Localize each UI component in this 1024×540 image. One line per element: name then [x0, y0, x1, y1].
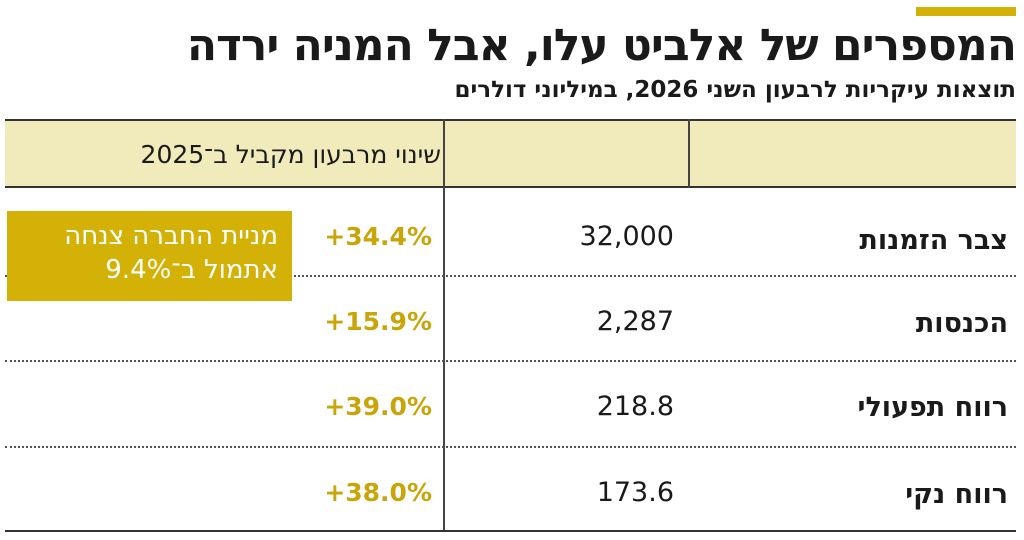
column-divider-right: [688, 119, 690, 188]
row-value: 2,287: [596, 306, 674, 337]
row-separator: [5, 360, 1016, 362]
row-change: +34.4%: [324, 222, 432, 251]
row-separator: [5, 275, 1016, 277]
row-change: +15.9%: [324, 307, 432, 336]
stock-drop-callout: מניית החברה צנחה אתמול ב־9.4%: [7, 211, 292, 301]
row-value: 32,000: [579, 221, 674, 252]
table-row: צבר הזמנות 32,000 +34.4%: [5, 188, 1016, 274]
table-bottom-rule: [5, 530, 1016, 532]
row-value: 218.8: [596, 391, 674, 422]
row-change: +38.0%: [324, 478, 432, 507]
row-separator: [5, 446, 1016, 448]
results-table: שינוי מרבעון מקביל ב־2025 צבר הזמנות 32,…: [5, 119, 1016, 532]
table-row: רווח תפעולי 218.8 +39.0%: [5, 360, 1016, 446]
table-row: הכנסות 2,287 +15.9%: [5, 275, 1016, 361]
table-header-row: שינוי מרבעון מקביל ב־2025: [5, 119, 1016, 188]
callout-line-2: אתמול ב־9.4%: [105, 255, 278, 285]
page-title: המספרים של אלביט עלו, אבל המניה ירדה: [186, 20, 1017, 71]
accent-bar: [916, 7, 1016, 16]
column-divider-left: [443, 119, 445, 530]
table-row: רווח נקי 173.6 +38.0%: [5, 446, 1016, 532]
row-label: רווח תפעולי: [857, 392, 1008, 423]
row-label: רווח נקי: [905, 479, 1008, 510]
callout-line-1: מניית החברה צנחה: [64, 221, 278, 251]
page-subtitle: תוצאות עיקריות לרבעון השני 2026, במיליונ…: [454, 77, 1016, 103]
row-change: +39.0%: [324, 392, 432, 421]
row-label: צבר הזמנות: [859, 225, 1008, 256]
row-value: 173.6: [596, 477, 674, 508]
column-header-change: שינוי מרבעון מקביל ב־2025: [140, 140, 441, 169]
row-label: הכנסות: [915, 308, 1008, 339]
